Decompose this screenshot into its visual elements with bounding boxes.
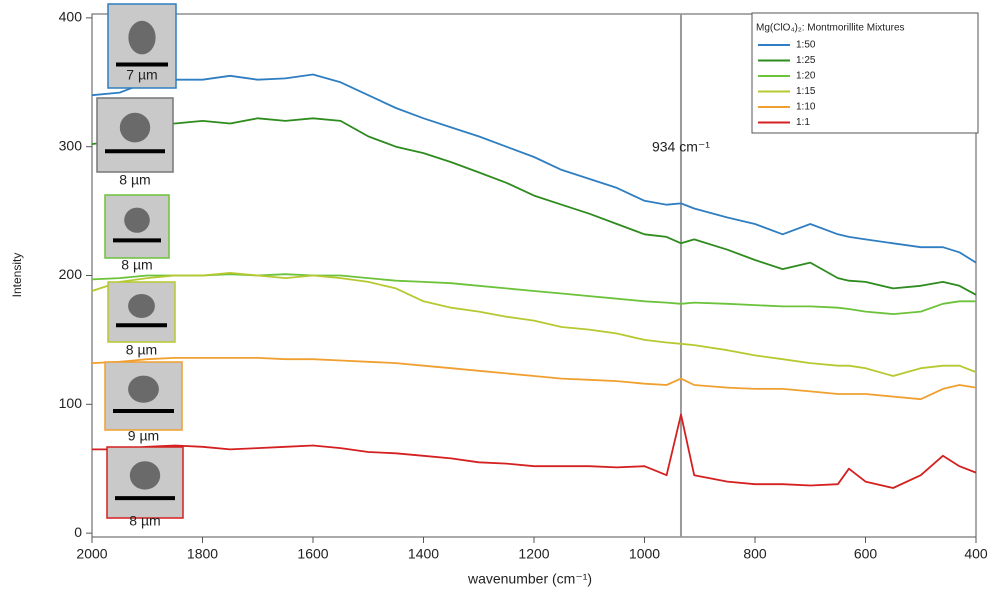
series-line: [91, 357, 977, 401]
particle: [128, 20, 156, 55]
x-tick-label: 1600: [297, 546, 328, 562]
x-tick-label: 1400: [408, 546, 439, 562]
annotation-text: 934 cm⁻¹: [652, 139, 710, 155]
inset-label: 8 µm: [126, 342, 157, 358]
y-tick-label: 400: [59, 9, 83, 25]
series-line: [91, 73, 977, 264]
legend-label: 1:15: [796, 86, 816, 97]
particle: [124, 207, 150, 233]
legend-box: [751, 12, 979, 134]
inset-label: 8 µm: [129, 513, 160, 529]
legend-label: 1:1: [796, 117, 810, 128]
legend-label: 1:20: [796, 71, 816, 82]
x-tick-label: 2000: [76, 546, 107, 562]
x-axis-label: wavenumber (cm⁻¹): [467, 571, 592, 587]
y-tick-label: 100: [59, 395, 83, 411]
x-tick-label: 1800: [187, 546, 218, 562]
y-tick-label: 300: [59, 137, 83, 153]
particle: [128, 375, 159, 403]
legend-label: 1:25: [796, 55, 816, 66]
legend-label: 1:50: [796, 40, 816, 51]
x-tick-label: 800: [743, 546, 767, 562]
inset-label: 8 µm: [119, 172, 150, 188]
y-tick-label: 200: [59, 266, 83, 282]
y-axis-label: Intensity: [10, 253, 24, 298]
legend-label: 1:10: [796, 102, 816, 113]
x-tick-label: 1200: [518, 546, 549, 562]
inset-label: 9 µm: [128, 428, 159, 444]
particle: [119, 112, 151, 143]
y-tick-label: 0: [74, 524, 82, 540]
x-tick-label: 1000: [629, 546, 660, 562]
particle: [128, 294, 155, 318]
series-line: [91, 117, 977, 296]
x-tick-label: 600: [854, 546, 878, 562]
x-tick-label: 400: [964, 546, 988, 562]
inset-label: 7 µm: [126, 67, 157, 83]
legend-title: Mg(ClO₄)₂: Montmorillite Mixtures: [756, 23, 905, 34]
series-line: [92, 413, 977, 489]
inset-label: 8 µm: [121, 257, 152, 273]
series-line: [91, 272, 977, 377]
particle: [129, 461, 161, 490]
